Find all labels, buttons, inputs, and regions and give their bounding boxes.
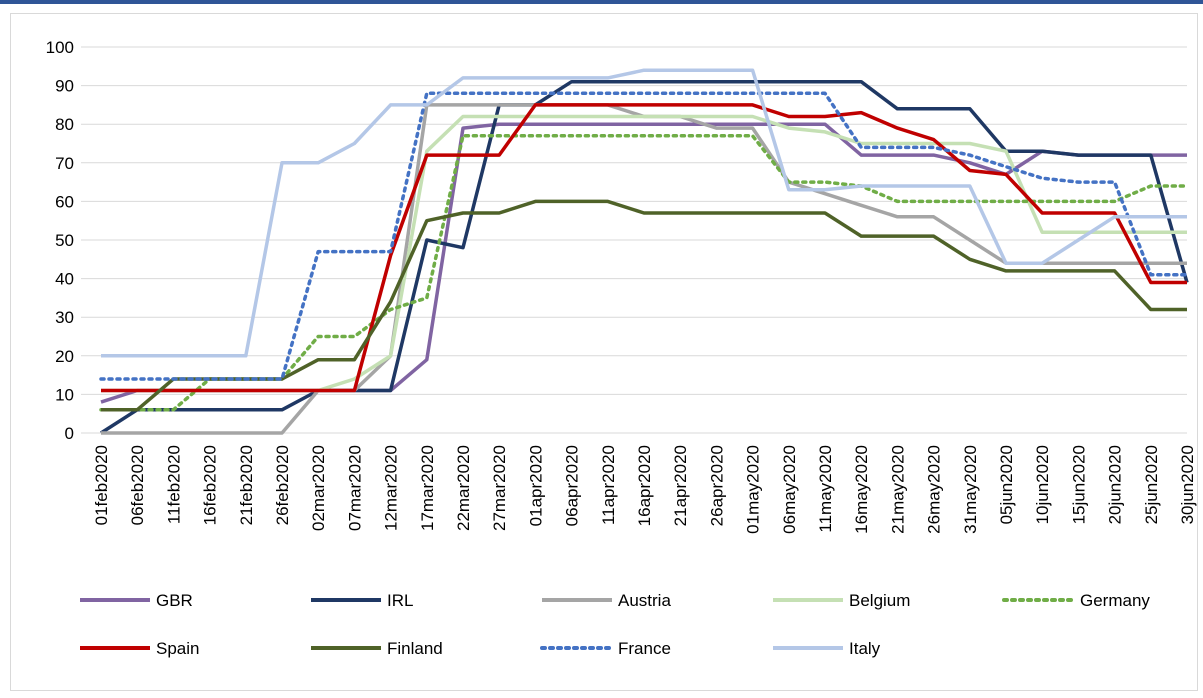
top-bar: [0, 0, 1203, 4]
x-tick-label: 06feb2020: [128, 445, 147, 525]
series-line: [101, 68, 1187, 358]
y-tick-label: 20: [55, 347, 74, 366]
x-tick-label: 16feb2020: [201, 445, 220, 525]
x-tick-label: 11may2020: [816, 445, 835, 533]
y-tick-label: 0: [65, 424, 74, 443]
x-tick-label: 30jun2020: [1178, 445, 1197, 524]
x-tick-label: 16apr2020: [635, 445, 654, 526]
x-tick-label: 22mar2020: [454, 445, 473, 531]
legend-label: Spain: [156, 639, 199, 658]
x-tick-label: 31may2020: [961, 445, 980, 534]
legend-label: Germany: [1080, 591, 1150, 610]
x-tick-label: 20jun2020: [1106, 445, 1125, 524]
y-tick-label: 40: [55, 270, 74, 289]
series-line: [101, 103, 1187, 435]
x-tick-label: 06may2020: [780, 445, 799, 534]
x-tick-label: 25jun2020: [1142, 445, 1161, 524]
x-tick-label: 01may2020: [744, 445, 763, 534]
x-tick-label: 27mar2020: [490, 445, 509, 531]
legend-label: France: [618, 639, 671, 658]
legend-label: IRL: [387, 591, 413, 610]
x-tick-label: 21may2020: [888, 445, 907, 534]
x-tick-label: 26feb2020: [273, 445, 292, 525]
chart-frame: [10, 13, 1198, 691]
y-tick-label: 70: [55, 154, 74, 173]
y-tick-label: 60: [55, 192, 74, 211]
x-tick-label: 12mar2020: [382, 445, 401, 531]
x-tick-label: 16may2020: [852, 445, 871, 534]
series-line: [101, 103, 1187, 393]
y-tick-label: 90: [55, 77, 74, 96]
y-tick-label: 80: [55, 115, 74, 134]
x-tick-label: 07mar2020: [345, 445, 364, 531]
x-tick-label: 11feb2020: [164, 445, 183, 524]
y-tick-label: 10: [55, 385, 74, 404]
x-tick-label: 01apr2020: [526, 445, 545, 526]
y-tick-label: 100: [46, 38, 74, 57]
x-tick-label: 02mar2020: [309, 445, 328, 531]
x-tick-label: 17mar2020: [418, 445, 437, 531]
x-tick-label: 11apr2020: [599, 445, 618, 525]
legend-label: Italy: [849, 639, 881, 658]
series-line: [101, 199, 1187, 412]
x-tick-label: 05jun2020: [997, 445, 1016, 524]
legend-label: Finland: [387, 639, 443, 658]
x-tick-label: 26apr2020: [707, 445, 726, 526]
legend-label: Belgium: [849, 591, 910, 610]
x-tick-label: 01feb2020: [92, 445, 111, 525]
legend-label: Austria: [618, 591, 671, 610]
x-tick-label: 21feb2020: [237, 445, 256, 525]
x-tick-label: 10jun2020: [1033, 445, 1052, 524]
legend-label: GBR: [156, 591, 193, 610]
x-tick-label: 26may2020: [925, 445, 944, 534]
x-tick-label: 06apr2020: [563, 445, 582, 526]
x-tick-label: 15jun2020: [1069, 445, 1088, 524]
x-tick-label: 21apr2020: [671, 445, 690, 526]
y-tick-label: 30: [55, 308, 74, 327]
series-line: [99, 91, 1189, 381]
series-line: [99, 134, 1189, 412]
y-tick-label: 50: [55, 231, 74, 250]
